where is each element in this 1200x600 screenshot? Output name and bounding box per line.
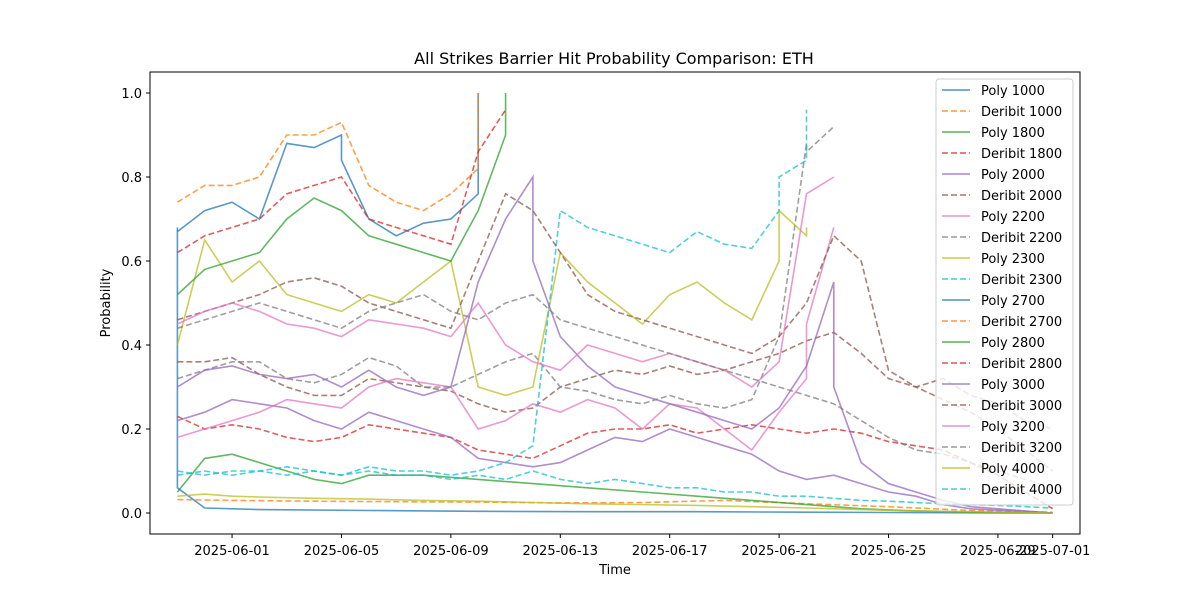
plot-frame (149, 71, 1081, 535)
legend-entry: Deribit 3000 (981, 399, 1062, 414)
y-tick-label: 0.0 (121, 507, 142, 522)
legend-entry: Poly 4000 (981, 462, 1045, 477)
legend-entry: Poly 2200 (981, 210, 1045, 225)
series-line-poly-2000 (177, 398, 1053, 514)
legend-entry: Deribit 2300 (981, 273, 1062, 288)
y-tick-label: 1.0 (121, 87, 142, 102)
series-line-poly-2700 (176, 93, 480, 237)
series-line-deribit-2700 (176, 93, 480, 212)
legend-entry: Deribit 2200 (981, 231, 1062, 246)
legend-entry: Poly 2700 (981, 294, 1045, 309)
series-line-deribit-4000 (177, 470, 1053, 509)
legend-entry: Deribit 1000 (981, 105, 1062, 120)
series-line-poly-2800 (176, 93, 507, 296)
x-tick-label: 2025-06-21 (741, 544, 817, 559)
series-line-deribit-3000 (177, 192, 1053, 430)
series-line-poly-3200 (177, 176, 835, 388)
series-line-deribit-2000 (177, 331, 1054, 472)
y-tick-label: 0.6 (121, 255, 142, 270)
series-layer (176, 93, 1054, 514)
y-tick-label: 0.2 (121, 423, 142, 438)
x-tick-label: 2025-06-29 (960, 544, 1036, 559)
series-line-poly-1000 (176, 227, 1053, 514)
legend-entry: Deribit 2800 (981, 357, 1062, 372)
legend-entry: Deribit 3200 (981, 441, 1062, 456)
legend-entry: Poly 1000 (981, 84, 1045, 99)
legend-entry: Poly 3200 (981, 420, 1045, 435)
y-tick-label: 0.4 (121, 339, 142, 354)
legend-entry: Deribit 4000 (981, 483, 1062, 498)
x-axis: 2025-06-01 2025-06-05 2025-06-09 2025-06-13… (194, 534, 1090, 559)
legend-entry: Poly 3000 (981, 378, 1045, 393)
legend-box (935, 78, 1074, 506)
x-tick-label: 2025-06-13 (523, 544, 599, 559)
x-tick-label: 2025-07-01 (1015, 544, 1091, 559)
x-tick-label: 2025-06-01 (194, 544, 270, 559)
y-axis-label: Probability (99, 268, 114, 337)
legend-entry: Poly 2800 (981, 336, 1045, 351)
series-line-deribit-2800 (176, 109, 507, 254)
legend: Poly 1000 Deribit 1000 Poly 1800 Deribit 18… (935, 78, 1074, 506)
series-line-deribit-2200 (177, 126, 835, 409)
legend-entry: Deribit 2000 (981, 189, 1062, 204)
series-line-poly-1800 (176, 453, 1053, 514)
series-line-poly-3000 (176, 174, 1053, 514)
legend-entry: Poly 2300 (981, 252, 1045, 267)
y-tick-label: 0.8 (121, 171, 142, 186)
x-tick-label: 2025-06-05 (304, 544, 380, 559)
x-tick-label: 2025-06-25 (851, 544, 927, 559)
series-line-poly-2300 (176, 208, 808, 397)
x-tick-label: 2025-06-09 (413, 544, 489, 559)
chart-title: All Strikes Barrier Hit Probability Comp… (414, 49, 814, 68)
series-line-poly-2200 (177, 227, 835, 452)
series-line-deribit-1000 (177, 498, 1053, 513)
series-line-deribit-1800 (177, 415, 1054, 510)
series-line-deribit-3200 (177, 293, 1053, 489)
legend-entry: Deribit 2700 (981, 315, 1062, 330)
legend-entry: Poly 2000 (981, 168, 1045, 183)
x-axis-label: Time (598, 563, 631, 578)
legend-entry: Poly 1800 (981, 126, 1045, 141)
y-axis: 0.0 0.2 0.4 0.6 0.8 1.0 (121, 87, 150, 522)
legend-entry: Deribit 1800 (981, 147, 1062, 162)
x-tick-label: 2025-06-17 (632, 544, 708, 559)
series-line-poly-4000 (177, 493, 1053, 514)
